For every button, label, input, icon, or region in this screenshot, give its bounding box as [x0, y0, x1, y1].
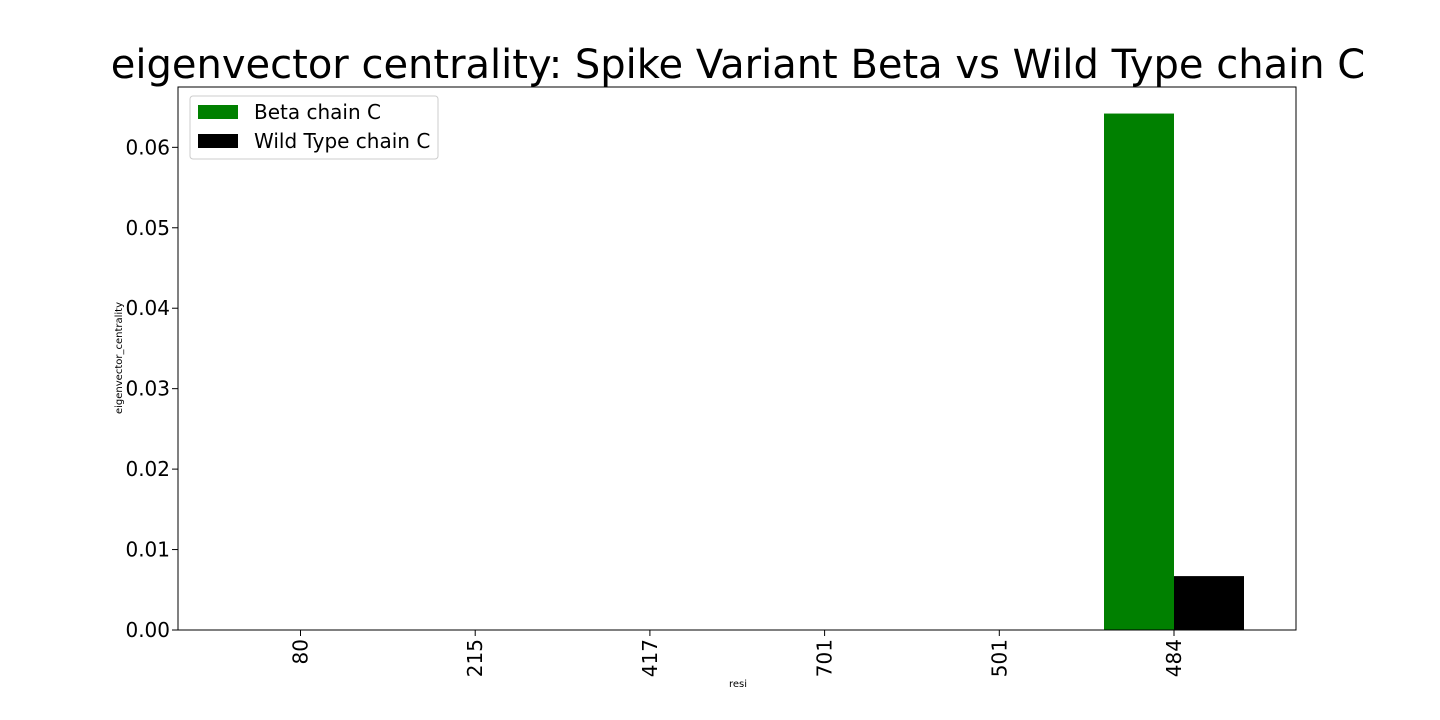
- plot-frame: [177, 86, 1297, 631]
- x-tick-label: 501: [987, 639, 1011, 677]
- bar-wild-type-484: [1174, 576, 1244, 630]
- x-axis-label: resi: [729, 679, 747, 690]
- x-tick-label: 215: [463, 639, 487, 677]
- y-tick-label: 0.04: [125, 296, 170, 320]
- x-axis: 80 215 417 701 501 484: [289, 630, 1186, 677]
- legend-swatch-wild-type: [198, 134, 238, 148]
- bar-beta-484: [1104, 113, 1174, 630]
- y-tick-label: 0.02: [125, 457, 170, 481]
- legend-label-beta: Beta chain C: [254, 100, 381, 124]
- y-tick-label: 0.01: [125, 538, 170, 562]
- x-tick-label: 417: [638, 639, 662, 677]
- y-tick-label: 0.03: [125, 377, 170, 401]
- chart-title: eigenvector centrality: Spike Variant Be…: [111, 42, 1365, 88]
- y-axis: 0.00 0.01 0.02 0.03 0.04 0.05 0.06: [125, 135, 178, 642]
- legend-box: [189, 95, 439, 160]
- legend-label-wild-type: Wild Type chain C: [254, 129, 430, 153]
- y-axis-label: eigenvector_centrality: [114, 302, 125, 414]
- y-tick-label: 0.06: [125, 135, 170, 159]
- bars-group: [1104, 113, 1244, 630]
- legend: Beta chain C Wild Type chain C: [189, 95, 439, 160]
- x-tick-label: 484: [1162, 639, 1186, 677]
- y-tick-label: 0.05: [125, 216, 170, 240]
- x-tick-label: 80: [289, 639, 313, 664]
- y-tick-label: 0.00: [125, 618, 170, 642]
- legend-swatch-beta: [198, 105, 238, 119]
- x-tick-label: 701: [813, 639, 837, 677]
